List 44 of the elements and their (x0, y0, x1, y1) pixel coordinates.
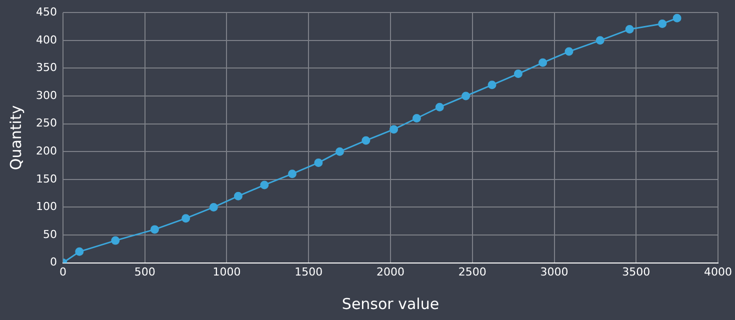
y-tick-label: 300 (36, 88, 57, 102)
point (288, 170, 296, 178)
x-tick-label: 500 (134, 265, 156, 278)
point (596, 36, 604, 45)
x-tick-label: 1000 (212, 265, 241, 278)
x-tick-label: 3000 (540, 265, 568, 278)
point (625, 25, 634, 34)
point (314, 158, 323, 167)
point (564, 47, 574, 56)
x-tick-label: 3500 (622, 265, 650, 278)
point (234, 192, 242, 200)
point (209, 202, 218, 212)
y-tick-label: 50 (42, 228, 57, 241)
point (538, 58, 548, 67)
point (150, 225, 159, 234)
x-tick-label: 0 (59, 265, 66, 278)
y-tick-label: 0 (50, 256, 57, 269)
x-axis-title: Sensor value (342, 294, 440, 313)
y-axis-title: Quantity (6, 105, 25, 170)
point (111, 236, 120, 245)
point (260, 180, 269, 190)
y-tick-label: 150 (36, 172, 57, 186)
y-tick-label: 200 (36, 144, 57, 158)
point (488, 80, 496, 90)
x-tick-label: 2000 (376, 265, 404, 278)
point (182, 214, 190, 223)
point (412, 114, 421, 122)
point (335, 147, 344, 156)
point (362, 136, 370, 145)
y-tick-label: 350 (36, 61, 57, 74)
y-tick-label: 450 (36, 5, 57, 18)
point (658, 19, 667, 28)
point (672, 14, 682, 22)
point (462, 92, 470, 100)
x-tick-label: 4000 (704, 265, 732, 278)
point (75, 247, 84, 256)
point (435, 102, 444, 112)
point (390, 125, 398, 134)
y-tick-label: 100 (36, 200, 57, 214)
x-tick-label: 1500 (294, 265, 323, 278)
y-tick-label: 400 (36, 33, 57, 46)
point (514, 70, 522, 78)
x-tick-label: 2500 (458, 265, 486, 278)
y-tick-label: 250 (36, 116, 57, 130)
